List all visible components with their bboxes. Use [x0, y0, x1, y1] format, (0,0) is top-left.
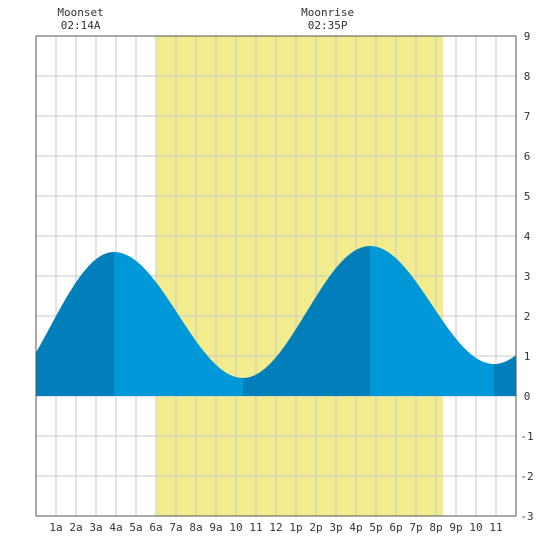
x-tick-label: 4a — [109, 521, 122, 534]
tide-falling-area — [114, 252, 243, 396]
x-tick-label: 12 — [269, 521, 282, 534]
y-tick-label: 8 — [524, 70, 531, 83]
x-tick-label: 8a — [189, 521, 202, 534]
tide-falling-area — [370, 246, 494, 396]
x-tick-label: 9p — [449, 521, 462, 534]
x-tick-label: 3p — [329, 521, 342, 534]
y-tick-label: 0 — [524, 390, 531, 403]
x-tick-label: 6a — [149, 521, 162, 534]
moon-event-time: 02:14A — [61, 19, 101, 32]
y-tick-label: 7 — [524, 110, 531, 123]
x-tick-label: 7a — [169, 521, 182, 534]
y-tick-label: 9 — [524, 30, 531, 43]
x-tick-label: 11 — [249, 521, 262, 534]
y-tick-label: 6 — [524, 150, 531, 163]
x-tick-label: 6p — [389, 521, 402, 534]
x-tick-label: 9a — [209, 521, 222, 534]
y-tick-label: 3 — [524, 270, 531, 283]
x-tick-label: 10 — [469, 521, 482, 534]
x-tick-label: 10 — [229, 521, 242, 534]
x-tick-label: 5p — [369, 521, 382, 534]
y-tick-label: 5 — [524, 190, 531, 203]
y-tick-label: -2 — [520, 470, 533, 483]
y-tick-label: 1 — [524, 350, 531, 363]
x-tick-label: 3a — [89, 521, 102, 534]
y-tick-label: -3 — [520, 510, 533, 523]
y-tick-label: -1 — [520, 430, 533, 443]
moon-event-time: 02:35P — [308, 19, 348, 32]
y-tick-label: 2 — [524, 310, 531, 323]
grid-layer — [36, 35, 516, 517]
plot-frame — [35, 35, 517, 517]
tide-layer — [36, 246, 516, 396]
tide-rising-area — [36, 252, 114, 396]
x-tick-label: 4p — [349, 521, 362, 534]
tide-rising-area — [243, 246, 370, 396]
x-tick-label: 8p — [429, 521, 442, 534]
x-tick-label: 5a — [129, 521, 142, 534]
x-tick-label: 1p — [289, 521, 302, 534]
moon-event-name: Moonset — [57, 6, 103, 19]
moon-event-name: Moonrise — [301, 6, 354, 19]
x-tick-label: 11 — [489, 521, 502, 534]
tide-rising-area — [494, 355, 516, 396]
y-tick-label: 4 — [524, 230, 531, 243]
x-tick-label: 2a — [69, 521, 82, 534]
x-tick-label: 2p — [309, 521, 322, 534]
x-tick-label: 1a — [49, 521, 62, 534]
x-tick-label: 7p — [409, 521, 422, 534]
